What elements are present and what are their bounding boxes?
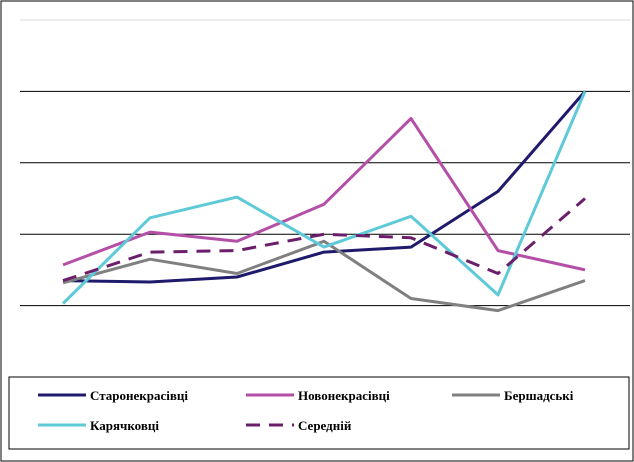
series-line-5 bbox=[62, 197, 586, 283]
series-line-4 bbox=[61, 90, 587, 305]
legend: Старонекрасівці Новонекрасівці Бершадські К… bbox=[8, 376, 630, 450]
gridlines bbox=[20, 19, 630, 307]
series-line-1 bbox=[62, 90, 587, 284]
legend-label: Новонекрасівці bbox=[298, 388, 390, 403]
legend-label: Середній bbox=[298, 418, 352, 433]
series-line-2 bbox=[62, 117, 586, 272]
series-lines bbox=[61, 90, 587, 313]
legend-box bbox=[8, 376, 630, 450]
legend-label: Бершадські bbox=[504, 388, 574, 403]
legend-label: Карячковці bbox=[90, 418, 159, 433]
series-line-3 bbox=[62, 239, 586, 313]
legend-label: Старонекрасівці bbox=[90, 388, 188, 403]
